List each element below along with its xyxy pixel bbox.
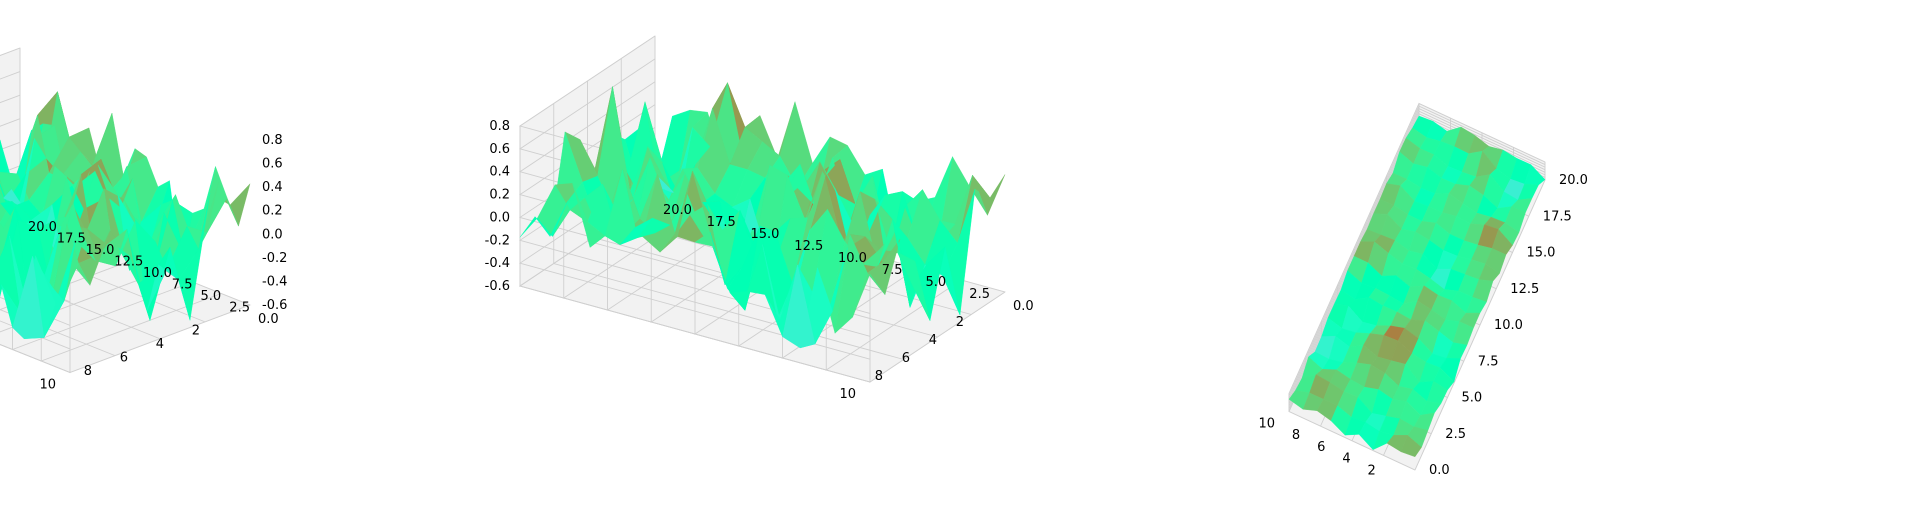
y-tick-label: 20.0 <box>1559 173 1588 188</box>
y-tick-label: 12.5 <box>114 255 143 270</box>
y-tick-label: 10.0 <box>838 251 867 266</box>
surface-facet <box>852 272 886 318</box>
z-tick-label: -0.4 <box>485 256 510 271</box>
z-tick-label: 0.4 <box>262 180 283 195</box>
z-tick-label: -0.2 <box>485 233 510 248</box>
z-tick-label: -0.2 <box>262 251 287 266</box>
y-tick-label: 17.5 <box>1543 209 1572 224</box>
surface-facet <box>1400 434 1422 458</box>
z-tick-label: -0.6 <box>485 279 510 294</box>
grid-line <box>1288 105 1546 397</box>
x-tick-label: 4 <box>929 333 937 348</box>
z-tick-label: 0.2 <box>262 204 283 219</box>
y-tick-label: 15.0 <box>751 227 780 242</box>
grid-line <box>1288 108 1546 399</box>
y-tick-label: 0.0 <box>1013 299 1034 314</box>
y-tick-label: 20.0 <box>663 203 692 218</box>
y-tick-label: 0.0 <box>1429 463 1450 478</box>
x-tick-label: 8 <box>1292 428 1300 443</box>
z-tick-label: 0.8 <box>489 119 510 134</box>
x-tick-label: 8 <box>84 364 92 379</box>
x-tick-label: 6 <box>902 351 910 366</box>
x-tick-label: 4 <box>1342 452 1350 467</box>
x-tick-label: 2 <box>192 324 200 339</box>
x-tick-label: 8 <box>875 369 883 384</box>
y-tick-label: 7.5 <box>882 263 903 278</box>
surface-facet <box>897 251 931 321</box>
grid-line <box>1288 102 1546 394</box>
surface-plot-left: 2 4 6 8 10 0.0 2.5 5.0 7.510.012.515.017.520.0 -0… <box>0 47 287 393</box>
y-tick-label: 10.0 <box>1494 318 1523 333</box>
x-tick-label: 6 <box>1317 440 1325 455</box>
x-tick-label: 2 <box>1368 463 1376 478</box>
x-tick-label: 10 <box>1258 417 1275 432</box>
y-tick-label: 17.5 <box>707 215 736 230</box>
x-tick-label: 4 <box>156 337 164 352</box>
y-tick-label: 7.5 <box>1478 354 1499 369</box>
x-tick-label: 2 <box>956 315 964 330</box>
surface-facet <box>619 217 653 245</box>
x-tick-label: 6 <box>120 351 128 366</box>
z-tick-label: 0.2 <box>489 188 510 203</box>
grid-line <box>0 274 161 340</box>
y-tick-label: 5.0 <box>1462 391 1483 406</box>
z-tick-label: 0.0 <box>262 227 283 242</box>
y-tick-label: 5.0 <box>201 289 222 304</box>
surface-facet <box>519 216 553 238</box>
y-tick-label: 2.5 <box>1445 427 1466 442</box>
y-tick-label: 5.0 <box>926 275 947 290</box>
surface-facet <box>0 188 24 208</box>
y-tick-label: 12.5 <box>794 239 823 254</box>
surface-facet <box>782 264 816 349</box>
y-tick-label: 17.5 <box>57 232 86 247</box>
surface-facet <box>12 256 45 339</box>
y-tick-label: 15.0 <box>86 243 115 258</box>
z-tick-label: -0.4 <box>262 274 287 289</box>
z-tick-label: 0.6 <box>262 157 283 172</box>
surface-plot-right: 2 4 6 8 10 0.0 2.5 5.0 7.5 10.0 12.5 15.0 17.5 20.0 <box>1258 102 1588 478</box>
surface-facet <box>146 264 179 311</box>
x-tick-label: 10 <box>839 387 856 402</box>
z-tick-label: 0.8 <box>262 133 283 148</box>
surface-facet <box>572 183 606 248</box>
y-tick-label: 2.5 <box>969 287 990 302</box>
y-tick-label: 10.0 <box>143 266 172 281</box>
y-tick-label: 0.0 <box>258 312 279 327</box>
z-tick-label: 0.6 <box>489 142 510 157</box>
grid-line <box>0 270 164 333</box>
y-tick-label: 7.5 <box>172 278 193 293</box>
x-tick-label: 10 <box>39 378 56 393</box>
z-tick-label: -0.6 <box>262 298 287 313</box>
z-tick-label: 0.0 <box>489 210 510 225</box>
surface-facet <box>0 179 10 209</box>
y-tick-label: 20.0 <box>28 220 57 235</box>
z-tick-label: 0.4 <box>489 165 510 180</box>
y-tick-label: 2.5 <box>229 301 250 316</box>
grid-line <box>0 258 136 311</box>
surface-plot-middle: 2 4 6 8 10 0.0 2.5 5.0 7.5 10.0 12.5 15.0 17.5 20.0 -0… <box>485 35 1034 402</box>
grid-line <box>0 239 206 323</box>
y-tick-label: 15.0 <box>1527 246 1556 261</box>
y-tick-label: 12.5 <box>1510 282 1539 297</box>
